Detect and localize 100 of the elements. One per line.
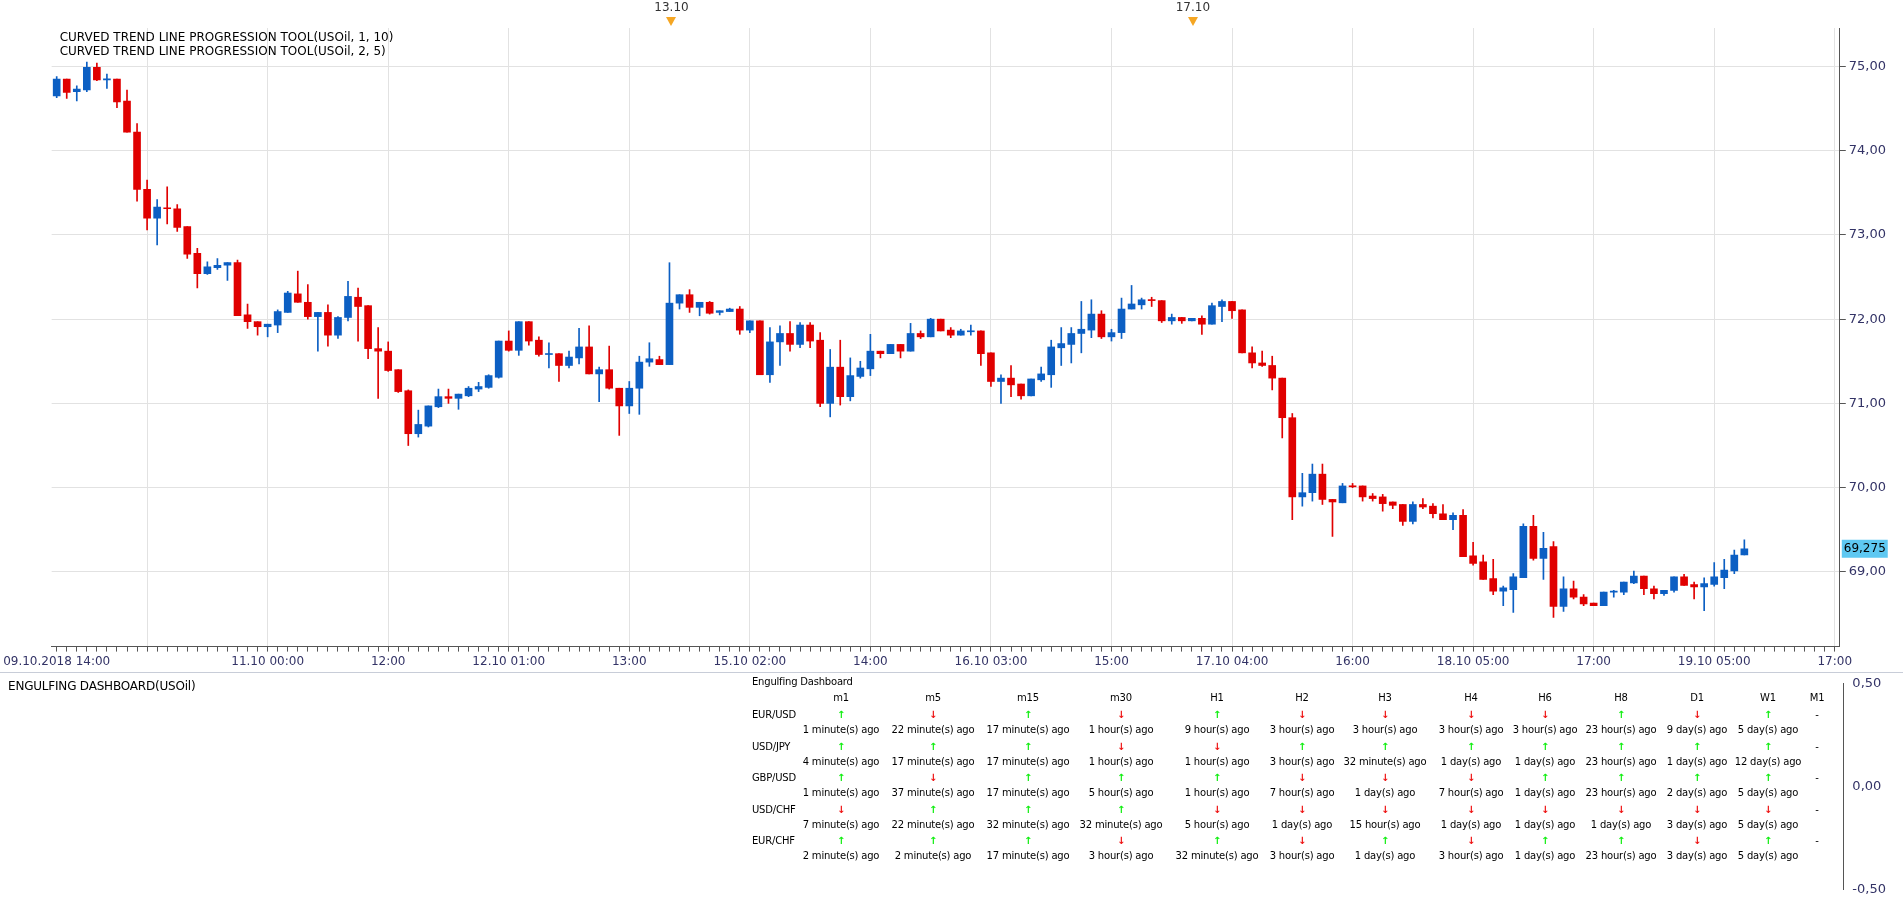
text: ↑ 23 hour(s) ago xyxy=(1585,740,1657,767)
x-tick-label: 18.10 05:00 xyxy=(1436,653,1510,668)
text: ↑ 32 minute(s) ago xyxy=(1079,803,1163,830)
text: ↑ 5 hour(s) ago xyxy=(1088,772,1154,799)
x-tick-label: 12:00 xyxy=(370,653,406,668)
annotation: CURVED TREND LINE PROGRESSION TOOL(USOil, 2, 5) xyxy=(59,44,386,59)
text: 0,50 xyxy=(1852,675,1882,691)
text: ↑ 1 hour(s) ago xyxy=(1184,772,1250,799)
text: ↓ 3 day(s) ago xyxy=(1666,803,1728,830)
text: ↓ 3 hour(s) ago xyxy=(1512,709,1578,735)
y-tick-label: 70,00 xyxy=(1848,479,1886,495)
text: ↑ 2 minute(s) ago xyxy=(802,835,880,862)
text: ↓ 3 hour(s) ago xyxy=(1269,835,1335,862)
text: - xyxy=(1815,803,1819,815)
candlestick xyxy=(314,312,322,352)
text: ↑ 3 hour(s) ago xyxy=(1269,740,1335,767)
text: ↑ 5 day(s) ago xyxy=(1737,709,1799,735)
category-label: EUR/USD xyxy=(752,709,796,720)
text: ↑ 32 minute(s) ago xyxy=(1175,835,1259,862)
text: ↓ 3 day(s) ago xyxy=(1666,835,1728,862)
text: ↑ 32 minute(s) ago xyxy=(1343,740,1427,767)
candlestick xyxy=(1258,350,1266,367)
text: ↓ 1 day(s) ago xyxy=(1514,803,1576,830)
text: ↑ 9 hour(s) ago xyxy=(1184,709,1250,735)
text: ENGULFING DASHBOARD(USOil) xyxy=(8,679,196,693)
text: ↑ 5 day(s) ago xyxy=(1737,772,1799,799)
text: ↓ 7 minute(s) ago xyxy=(802,803,880,830)
text: ↓ 1 day(s) ago xyxy=(1271,803,1333,830)
text: 13.10 xyxy=(654,0,689,15)
category-label: H8 xyxy=(1614,692,1628,703)
text: ↑ 17 minute(s) ago xyxy=(986,835,1070,862)
category-label: H1 xyxy=(1210,692,1224,703)
y-tick-label: 75,00 xyxy=(1848,57,1886,73)
candlestick xyxy=(163,186,172,225)
text: ↓ 3 hour(s) ago xyxy=(1088,835,1154,862)
text: ↓ 15 hour(s) ago xyxy=(1349,803,1421,830)
category-label: M1 xyxy=(1809,692,1825,703)
text: ↑ 22 minute(s) ago xyxy=(891,803,975,830)
category-label: USD/CHF xyxy=(752,803,796,815)
category-label: H6 xyxy=(1538,692,1552,703)
x-tick-label: 14:00 xyxy=(853,653,888,668)
y-tick-label: 72,00 xyxy=(1848,310,1886,326)
x-tick-label: 16:00 xyxy=(1335,653,1370,668)
text: 69,275 xyxy=(1843,540,1886,555)
text: ↓ 22 minute(s) ago xyxy=(891,709,975,735)
text: ↓ 3 hour(s) ago xyxy=(1438,709,1504,735)
text: ↑ 2 day(s) ago xyxy=(1666,772,1728,799)
candlestick xyxy=(776,325,784,366)
text: ↓ 3 hour(s) ago xyxy=(1269,709,1335,735)
candlestick xyxy=(354,287,362,342)
category-label: m5 xyxy=(925,692,941,703)
text: ↓ 7 hour(s) ago xyxy=(1269,772,1335,799)
text: ↑ 17 minute(s) ago xyxy=(986,772,1070,799)
x-tick-label: 11.10 00:00 xyxy=(231,653,305,668)
text: ↑ 17 minute(s) ago xyxy=(986,709,1070,735)
text: ↓ 1 day(s) ago xyxy=(1590,803,1652,830)
x-tick-label: 16.10 03:00 xyxy=(954,653,1028,668)
category-label: H4 xyxy=(1464,692,1478,703)
annotation: CURVED TREND LINE PROGRESSION TOOL(USOil, 1, 10) xyxy=(59,30,394,45)
category-label: EUR/CHF xyxy=(752,835,795,847)
text: ↑ 1 day(s) ago xyxy=(1354,835,1416,862)
candlestick xyxy=(153,199,161,246)
x-tick-label: 15:00 xyxy=(1094,653,1129,668)
category-label: GBP/USD xyxy=(752,772,796,784)
text: ↑ 32 minute(s) ago xyxy=(986,803,1070,830)
candlestick xyxy=(1007,365,1015,397)
text: ↓ 1 hour(s) ago xyxy=(1088,740,1154,767)
text: Engulfing Dashboard xyxy=(752,676,853,687)
category-label: H3 xyxy=(1378,692,1392,703)
text: ↓ 3 hour(s) ago xyxy=(1352,709,1418,735)
candlestick xyxy=(1700,577,1708,611)
text: - xyxy=(1815,709,1819,720)
candlestick xyxy=(545,342,553,369)
text: ↑ 4 minute(s) ago xyxy=(802,740,880,767)
text: ↓ 9 day(s) ago xyxy=(1666,709,1728,735)
text: ↑ 23 hour(s) ago xyxy=(1585,835,1657,862)
y-tick-label: 73,00 xyxy=(1848,226,1886,242)
text: ↑ 23 hour(s) ago xyxy=(1585,772,1657,799)
category-label: m15 xyxy=(1017,692,1039,703)
text: ↑ 2 minute(s) ago xyxy=(894,835,972,862)
text: ↑ 17 minute(s) ago xyxy=(986,740,1070,767)
text: ↑ 1 day(s) ago xyxy=(1514,740,1576,767)
text: ↑ 1 day(s) ago xyxy=(1440,740,1502,767)
text: ↓ 7 hour(s) ago xyxy=(1438,772,1504,799)
category-label: m1 xyxy=(833,692,849,703)
text: -0,50 xyxy=(1852,880,1886,896)
text: ↓ 5 hour(s) ago xyxy=(1184,803,1250,830)
candlestick xyxy=(1057,327,1066,366)
text: 0,00 xyxy=(1852,777,1882,793)
category-label: W1 xyxy=(1760,692,1776,703)
category-label: D1 xyxy=(1690,692,1704,703)
text: ↑ 1 day(s) ago xyxy=(1514,835,1576,862)
category-label: USD/JPY xyxy=(752,740,791,752)
text: ↑ 1 minute(s) ago xyxy=(802,772,880,799)
candlestick xyxy=(1218,299,1226,322)
text: - xyxy=(1815,835,1819,847)
y-tick-label: 74,00 xyxy=(1848,142,1886,158)
x-tick-label: 17:00 xyxy=(1817,653,1853,668)
text: ↓ 1 hour(s) ago xyxy=(1184,740,1250,767)
text: ↑ 1 minute(s) ago xyxy=(802,709,880,735)
